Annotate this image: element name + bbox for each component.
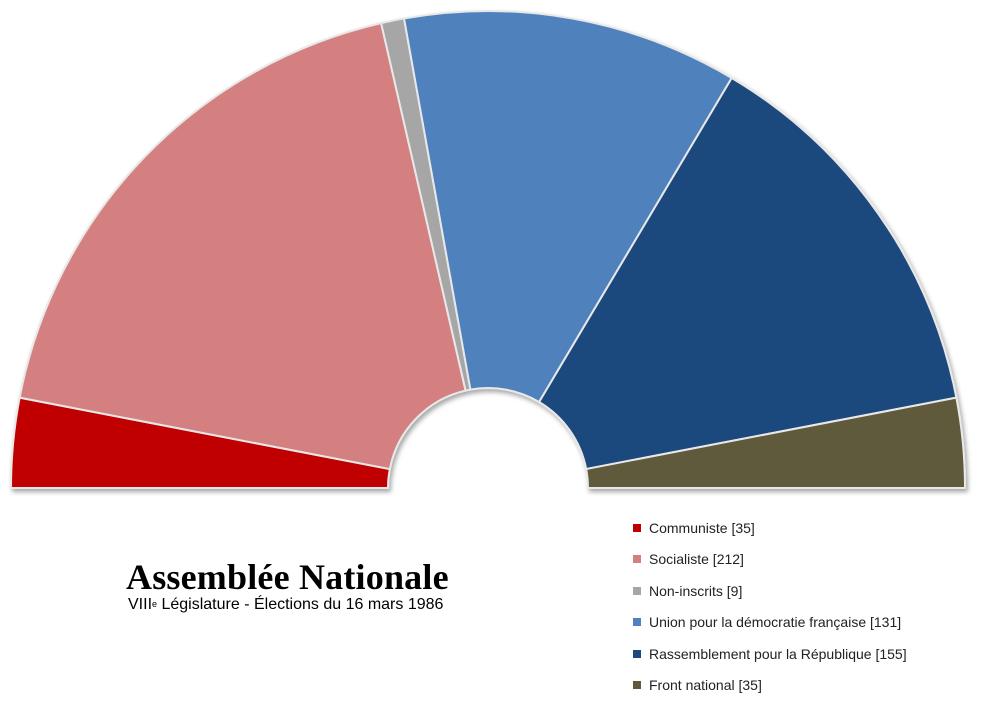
legend-item-5: Front national [35]	[633, 670, 907, 701]
chart-title-block: Assemblée Nationale VIIIe Législature - …	[126, 558, 506, 614]
legend-label: Front national [35]	[649, 677, 762, 693]
legend-item-2: Non-inscrits [9]	[633, 575, 907, 607]
legend-item-0: Communiste [35]	[633, 512, 907, 544]
legend-label: Rassemblement pour la République [155]	[649, 646, 907, 662]
legend-swatch	[633, 587, 641, 595]
legend-swatch	[633, 618, 641, 626]
chart-subtitle: VIIIe Législature - Élections du 16 mars…	[128, 596, 506, 614]
legend-label: Non-inscrits [9]	[649, 583, 742, 599]
legend-swatch	[633, 524, 641, 532]
legend-item-3: Union pour la démocratie française [131]	[633, 607, 907, 639]
legend-label: Communiste [35]	[649, 520, 755, 536]
chart-title: Assemblée Nationale	[126, 558, 506, 596]
legend-item-4: Rassemblement pour la République [155]	[633, 638, 907, 670]
hemicycle-chart	[0, 0, 984, 500]
subtitle-ordinal-suffix: e	[152, 599, 157, 609]
hemicycle-slices	[11, 11, 965, 488]
legend-item-1: Socialiste [212]	[633, 544, 907, 576]
legend-label: Socialiste [212]	[649, 551, 744, 567]
legend-swatch	[633, 650, 641, 658]
subtitle-text: Législature - Élections du 16 mars 1986	[157, 596, 443, 613]
legend-swatch	[633, 555, 641, 563]
legend-swatch	[633, 681, 641, 689]
chart-legend: Communiste [35] Socialiste [212] Non-inscr…	[633, 512, 907, 701]
legend-label: Union pour la démocratie française [131]	[649, 614, 901, 630]
subtitle-ordinal: VIII	[128, 596, 152, 613]
